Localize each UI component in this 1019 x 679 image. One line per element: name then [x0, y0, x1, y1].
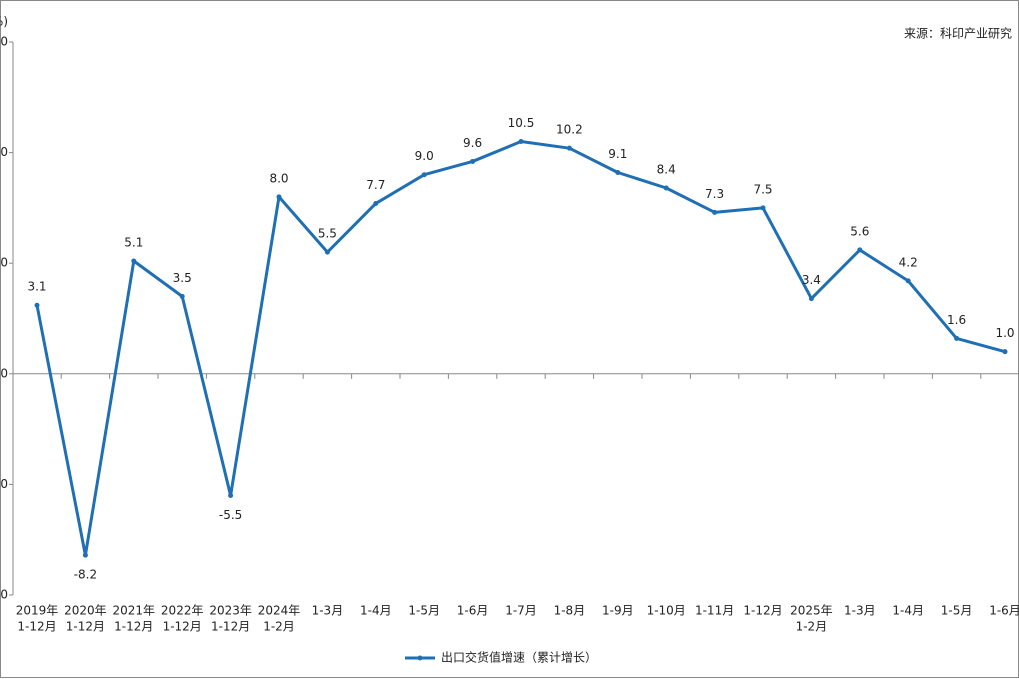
data-label: 5.5: [318, 227, 337, 241]
x-tick-label: 1-7月: [505, 604, 537, 618]
x-tick-label: 1-12月: [17, 620, 56, 634]
point: [82, 552, 88, 558]
y-tick-label: 15.0: [0, 35, 8, 49]
data-label: -8.2: [74, 568, 97, 582]
point: [1002, 349, 1008, 355]
x-tick-label: 2023年: [209, 604, 252, 618]
data-label: 1.0: [995, 326, 1014, 340]
x-tick-label: 2022年: [161, 604, 204, 618]
legend-marker: [417, 655, 423, 661]
point: [228, 492, 234, 498]
x-tick-label: 1-4月: [892, 604, 924, 618]
y-axis-title: (%): [0, 15, 8, 29]
point: [34, 302, 40, 308]
y-tick-label: 0.0: [0, 366, 8, 380]
point: [131, 258, 137, 264]
x-tick-label: 2021年: [113, 604, 156, 618]
x-tick-label: 1-10月: [647, 604, 686, 618]
source: 来源：科印产业研究: [904, 26, 1012, 41]
x-tick-label: 1-12月: [163, 620, 202, 634]
data-label: 9.1: [608, 147, 627, 161]
data-label: 9.0: [415, 149, 434, 163]
x-tick-label: 2019年: [16, 604, 59, 618]
x-tick-label: 1-6月: [457, 604, 489, 618]
x-tick-label: 1-8月: [554, 604, 586, 618]
point: [808, 296, 814, 302]
x-tick-label: 1-11月: [695, 604, 734, 618]
data-label: 7.5: [753, 182, 772, 196]
point: [276, 194, 282, 200]
point: [712, 209, 718, 215]
x-tick-label: 1-12月: [66, 620, 105, 634]
x-tick-label: 2020年: [64, 604, 107, 618]
point: [324, 249, 330, 255]
data-label: 5.6: [850, 224, 869, 238]
data-label: 7.7: [366, 178, 385, 192]
data-label: -5.5: [219, 508, 242, 522]
point: [470, 158, 476, 164]
x-tick-label: 1-2月: [263, 620, 295, 634]
x-tick-label: 2025年: [790, 604, 833, 618]
x-tick-label: 1-2月: [796, 620, 828, 634]
data-label: 10.5: [508, 116, 535, 130]
legend-label: 出口交货值增速（累计增长）: [441, 650, 597, 665]
data-label: 8.0: [269, 171, 288, 185]
y-tick-label: -10.0: [0, 588, 8, 602]
data-label: 4.2: [899, 255, 918, 269]
data-label: 1.6: [947, 313, 966, 327]
point: [373, 200, 379, 206]
point: [905, 278, 911, 284]
x-tick-label: 2024年: [258, 604, 301, 618]
x-tick-label: 1-4月: [360, 604, 392, 618]
x-tick-label: 1-12月: [211, 620, 250, 634]
x-tick-label: 1-12月: [743, 604, 782, 618]
data-label: 5.1: [124, 235, 143, 249]
point: [615, 170, 621, 176]
data-label: 8.4: [657, 162, 676, 176]
x-tick-label: 1-9月: [602, 604, 634, 618]
x-tick-label: 1-12月: [114, 620, 153, 634]
point: [518, 139, 524, 145]
data-label: 7.3: [705, 187, 724, 201]
x-tick-label: 1-3月: [844, 604, 876, 618]
data-label: 3.1: [27, 280, 46, 294]
x-tick-label: 1-5月: [408, 604, 440, 618]
data-label: 3.5: [173, 271, 192, 285]
point: [954, 335, 960, 341]
point: [760, 205, 766, 211]
point: [566, 145, 572, 151]
x-tick-label: 1-6月: [989, 604, 1019, 618]
y-tick-label: -5.0: [0, 477, 8, 491]
series-line: [35, 140, 1006, 557]
y-tick-label: 10.0: [0, 145, 8, 159]
point: [421, 172, 427, 178]
point: [179, 293, 185, 299]
point: [663, 185, 669, 191]
x-tick-label: 1-5月: [941, 604, 973, 618]
data-label: 10.2: [556, 123, 583, 137]
x-tick-label: 1-3月: [312, 604, 344, 618]
point: [857, 247, 863, 253]
data-label: 9.6: [463, 136, 482, 150]
y-tick-label: 5.0: [0, 256, 8, 270]
data-label: 3.4: [802, 273, 821, 287]
